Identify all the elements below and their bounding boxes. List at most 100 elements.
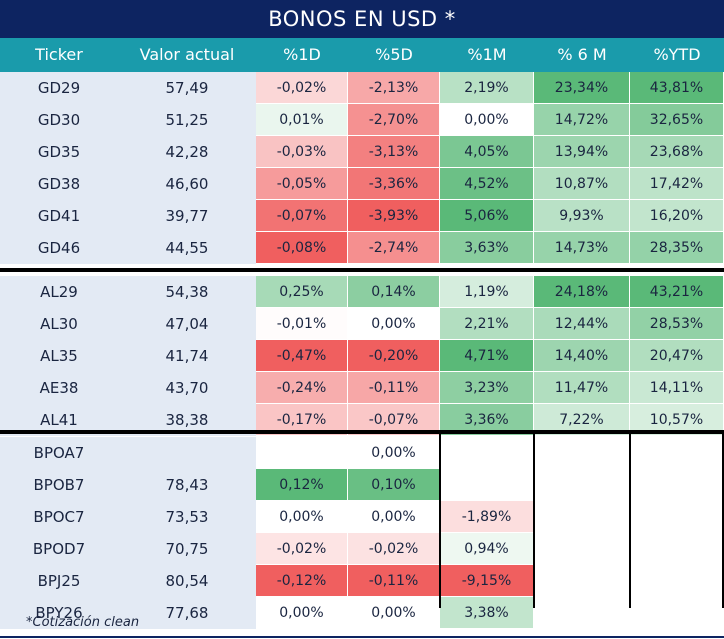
cell-m6: 14,40% [534, 340, 630, 372]
cell-d1: 0,01% [256, 104, 348, 136]
cell-ytd [630, 533, 724, 565]
cell-ytd [630, 469, 724, 501]
cell-ticker: AL29 [0, 276, 118, 308]
cell-d1: -0,24% [256, 372, 348, 404]
table-row: BPOB7 78,43 0,12% 0,10% [0, 469, 724, 501]
header-ytd: %YTD [653, 45, 701, 64]
table-row: AL30 47,04 -0,01% 0,00% 2,21% 12,44% 28,53% [0, 308, 724, 340]
cell-m6: 24,18% [534, 276, 630, 308]
cell-m1: 4,71% [440, 340, 534, 372]
cell-d1: -0,02% [256, 533, 348, 565]
table-header: Ticker Valor actual %1D %5D %1M % 6 M %Y… [0, 38, 724, 72]
cell-d5: 0,00% [348, 501, 440, 533]
cell-ticker: AL30 [0, 308, 118, 340]
cell-ytd: 43,21% [630, 276, 724, 308]
footer-note: *Cotización clean [26, 615, 140, 630]
table-row: AE38 43,70 -0,24% -0,11% 3,23% 11,47% 14,11% [0, 372, 724, 404]
group-column-divider [533, 433, 535, 608]
cell-m1: 4,52% [440, 168, 534, 200]
cell-valor: 80,54 [118, 565, 256, 597]
cell-ticker: BPOC7 [0, 501, 118, 533]
cell-d5: -3,93% [348, 200, 440, 232]
table-row: AL35 41,74 -0,47% -0,20% 4,71% 14,40% 20,47% [0, 340, 724, 372]
cell-valor: 73,53 [118, 501, 256, 533]
cell-d5: 0,00% [348, 308, 440, 340]
cell-ytd: 16,20% [630, 200, 724, 232]
cell-m1 [440, 469, 534, 501]
header-valor-actual: Valor actual [139, 45, 235, 64]
cell-ticker: BPY26 [0, 597, 118, 629]
group-column-divider [629, 433, 631, 608]
cell-m6 [534, 501, 630, 533]
table-row: BPY26 77,68 0,00% 0,00% 3,38% [0, 597, 724, 629]
table-row: BPOC7 73,53 0,00% 0,00% -1,89% [0, 501, 724, 533]
header-1d: %1D [283, 45, 321, 64]
cell-m6: 10,87% [534, 168, 630, 200]
cell-valor: 54,38 [118, 276, 256, 308]
cell-d1: -0,47% [256, 340, 348, 372]
table-row: GD38 46,60 -0,05% -3,36% 4,52% 10,87% 17,42% [0, 168, 724, 200]
group-separator [0, 268, 724, 272]
table-row: GD30 51,25 0,01% -2,70% 0,00% 14,72% 32,65% [0, 104, 724, 136]
table-row: BPOA7 0,00% [0, 437, 724, 469]
table-row: GD35 42,28 -0,03% -3,13% 4,05% 13,94% 23,68% [0, 136, 724, 168]
cell-d1: -0,03% [256, 136, 348, 168]
cell-m6: 14,73% [534, 232, 630, 264]
cell-ytd: 28,35% [630, 232, 724, 264]
cell-ytd [630, 501, 724, 533]
header-1m: %1M [467, 45, 507, 64]
cell-ytd: 32,65% [630, 104, 724, 136]
cell-d5: -2,74% [348, 232, 440, 264]
cell-m1: 5,06% [440, 200, 534, 232]
cell-valor: 51,25 [118, 104, 256, 136]
cell-d1: 0,12% [256, 469, 348, 501]
cell-m1: 0,00% [440, 104, 534, 136]
cell-valor: 77,68 [118, 597, 256, 629]
table-row: GD29 57,49 -0,02% -2,13% 2,19% 23,34% 43,81% [0, 72, 724, 104]
cell-m6 [534, 469, 630, 501]
cell-d5: 0,10% [348, 469, 440, 501]
cell-valor: 41,74 [118, 340, 256, 372]
cell-m6: 13,94% [534, 136, 630, 168]
cell-d5: -2,70% [348, 104, 440, 136]
table-row: BPOD7 70,75 -0,02% -0,02% 0,94% [0, 533, 724, 565]
cell-ytd: 20,47% [630, 340, 724, 372]
cell-d5: -3,36% [348, 168, 440, 200]
cell-ticker: GD41 [0, 200, 118, 232]
cell-d5: -0,20% [348, 340, 440, 372]
cell-d1: -0,07% [256, 200, 348, 232]
group-column-divider [439, 433, 441, 608]
header-ticker: Ticker [35, 45, 83, 64]
cell-m1: -1,89% [440, 501, 534, 533]
group-separator [0, 430, 724, 434]
cell-ytd [630, 437, 724, 469]
cell-ytd: 14,11% [630, 372, 724, 404]
cell-d1: -0,01% [256, 308, 348, 340]
cell-m1: 3,23% [440, 372, 534, 404]
cell-d1: 0,25% [256, 276, 348, 308]
header-6m: % 6 M [557, 45, 607, 64]
cell-ticker: BPJ25 [0, 565, 118, 597]
table-row: GD41 39,77 -0,07% -3,93% 5,06% 9,93% 16,20% [0, 200, 724, 232]
cell-valor: 46,60 [118, 168, 256, 200]
cell-d1: -0,08% [256, 232, 348, 264]
cell-valor: 47,04 [118, 308, 256, 340]
cell-ytd: 17,42% [630, 168, 724, 200]
cell-m1: -9,15% [440, 565, 534, 597]
cell-ticker: BPOA7 [0, 437, 118, 469]
cell-valor: 70,75 [118, 533, 256, 565]
cell-ytd: 43,81% [630, 72, 724, 104]
cell-m1: 4,05% [440, 136, 534, 168]
cell-ticker: BPOD7 [0, 533, 118, 565]
cell-valor: 42,28 [118, 136, 256, 168]
cell-ytd [630, 565, 724, 597]
cell-d5: -2,13% [348, 72, 440, 104]
cell-ticker: AE38 [0, 372, 118, 404]
cell-m6: 12,44% [534, 308, 630, 340]
cell-m1: 2,21% [440, 308, 534, 340]
cell-d1: -0,05% [256, 168, 348, 200]
cell-valor [118, 437, 256, 469]
cell-ticker: BPOB7 [0, 469, 118, 501]
cell-valor: 78,43 [118, 469, 256, 501]
cell-d5: -3,13% [348, 136, 440, 168]
